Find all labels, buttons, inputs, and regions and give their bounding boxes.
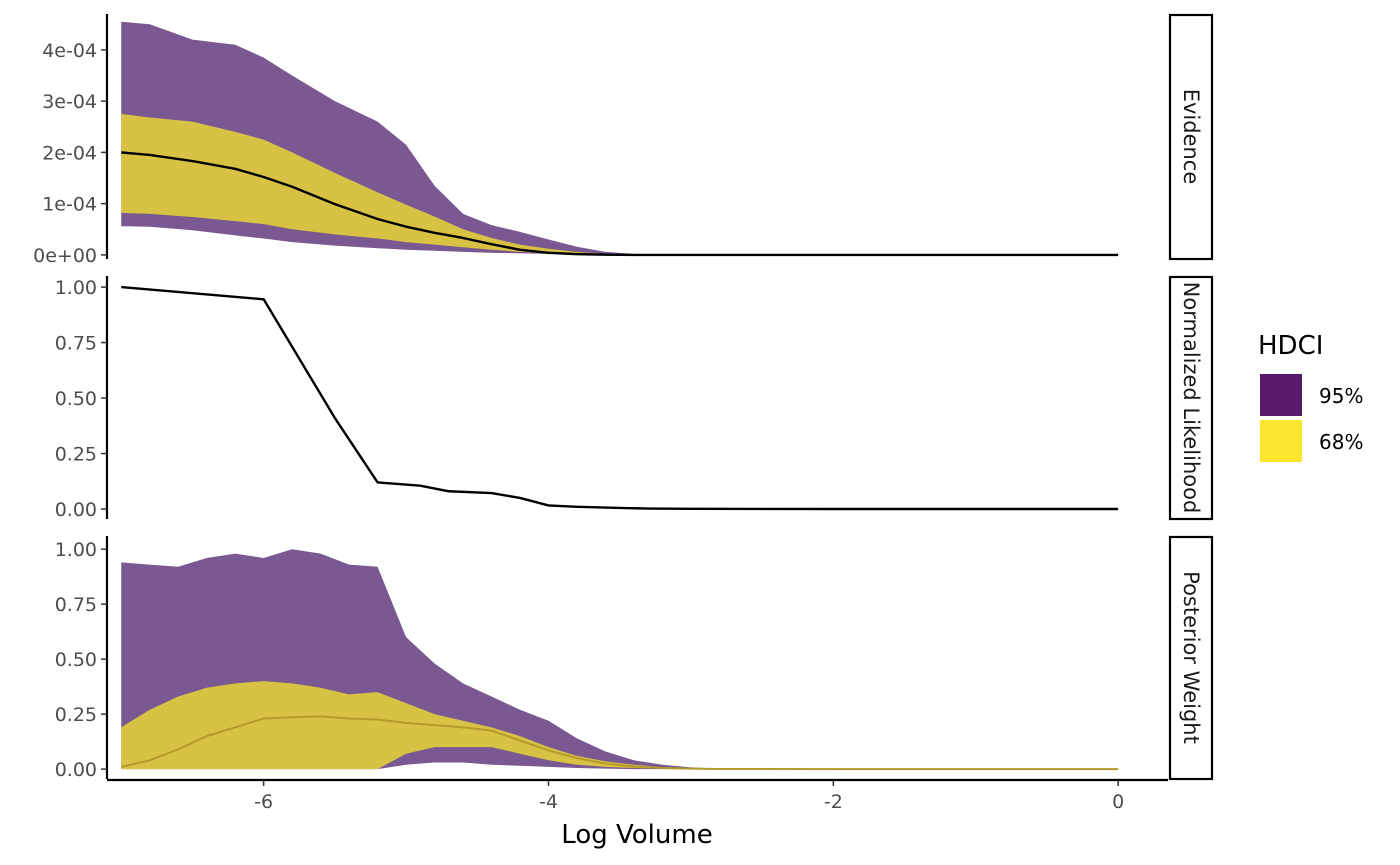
y-tick-label: 4e-04 [42, 40, 97, 62]
y-tick-label: 0.25 [55, 704, 97, 726]
x-tick-label: 0 [1112, 791, 1124, 813]
y-tick-label: 1e-04 [42, 194, 97, 216]
y-tick-label: 0.75 [55, 594, 97, 616]
panel-2: 0.00 0.25 0.50 0.75 1.00 Normalized Likelihoo… [55, 275, 1214, 521]
facet-strip-label: Evidence [1179, 89, 1203, 185]
hdci-68-band [121, 113, 1119, 255]
x-axis-title: Log Volume [561, 820, 712, 850]
legend-title: HDCI [1258, 331, 1323, 361]
legend-label: 68% [1319, 430, 1363, 454]
y-tick-label: 0.50 [55, 388, 97, 410]
facet-panels: 0e+00 1e-04 2e-04 3e-04 4e-04 Evidence 0.00 0.2… [33, 13, 1214, 781]
panel-1: 0e+00 1e-04 2e-04 3e-04 4e-04 Evidence [33, 13, 1214, 267]
panel-3: 0.00 0.25 0.50 0.75 1.00 Posterior Weight [55, 535, 1214, 781]
y-tick-label: 0.75 [55, 333, 97, 355]
median-line [121, 715, 1119, 771]
y-tick-label: 2e-04 [42, 142, 97, 164]
hdci-68-band [121, 681, 1119, 770]
y-tick-label: 1.00 [55, 277, 97, 299]
legend-label: 95% [1319, 384, 1363, 408]
x-axis-ticks: -6 -4 -2 0 [254, 780, 1124, 813]
facet-strip [1168, 535, 1214, 781]
median-line [121, 285, 1119, 511]
facet-strip-label: Posterior Weight [1179, 571, 1203, 744]
facet-strip-label: Normalized Likelihood [1179, 282, 1203, 514]
facet-strip [1168, 275, 1214, 521]
legend-swatch [1260, 420, 1302, 462]
y-tick-label: 0.00 [55, 499, 97, 521]
y-tick-label: 0.50 [55, 649, 97, 671]
legend-entries: 95% 68% [1260, 374, 1363, 462]
y-tick-label: 0e+00 [33, 245, 97, 267]
median-line [121, 151, 1119, 257]
legend-swatch [1260, 374, 1302, 416]
x-tick-label: -2 [824, 791, 843, 813]
x-tick-label: -6 [254, 791, 273, 813]
y-tick-label: 0.25 [55, 444, 97, 466]
legend: HDCI 95% 68% [1258, 331, 1363, 462]
facet-strip [1168, 13, 1214, 261]
y-tick-label: 1.00 [55, 539, 97, 561]
y-tick-label: 3e-04 [42, 91, 97, 113]
y-tick-label: 0.00 [55, 759, 97, 781]
x-tick-label: -4 [539, 791, 558, 813]
